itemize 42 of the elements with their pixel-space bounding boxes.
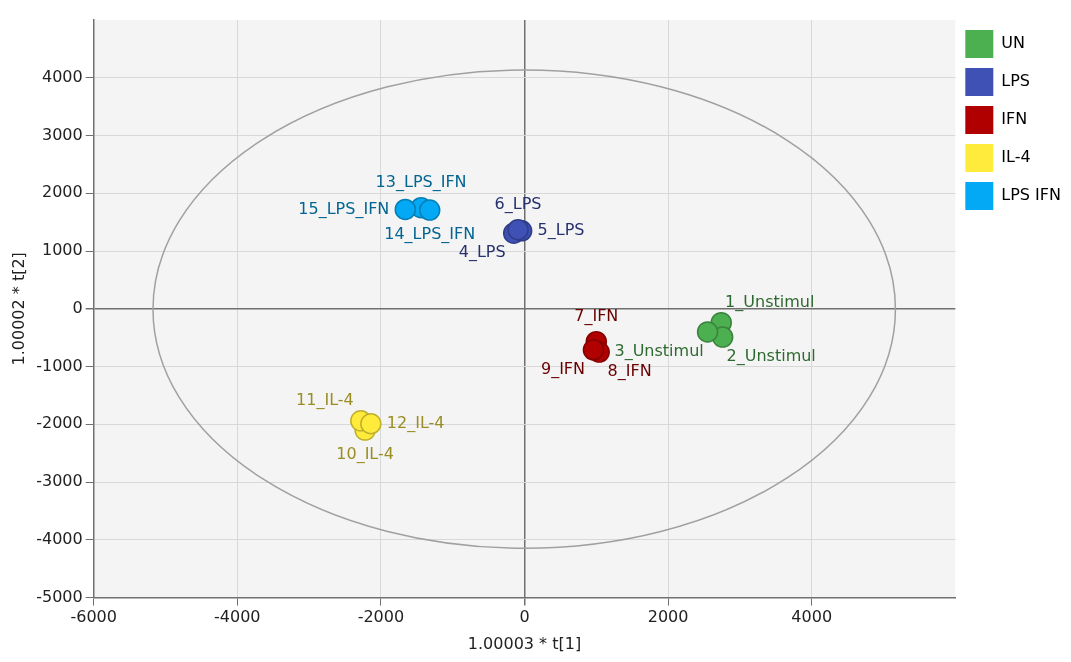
y-tick-label: -5000 bbox=[36, 586, 83, 606]
annotation: 14_LPS_IFN bbox=[384, 224, 476, 245]
legend-label: IL-4 bbox=[1001, 147, 1031, 167]
point bbox=[394, 198, 417, 221]
annotation: 3_Unstimul bbox=[614, 341, 704, 362]
y-tick-label: -2000 bbox=[36, 413, 83, 433]
annotation: 1_Unstimul bbox=[725, 291, 815, 312]
annotation: 11_IL-4 bbox=[296, 390, 354, 411]
x-tick-label: -6000 bbox=[70, 607, 117, 627]
legend-label: UN bbox=[1001, 33, 1025, 53]
annotation: 12_IL-4 bbox=[386, 412, 445, 433]
point bbox=[360, 412, 382, 435]
y-tick-label: -4000 bbox=[36, 529, 83, 548]
y-tick-label: 3000 bbox=[41, 124, 83, 144]
y-tick-label: -3000 bbox=[36, 471, 83, 491]
annotation: 15_LPS_IFN bbox=[298, 198, 390, 219]
x-tick-label: -4000 bbox=[214, 607, 261, 627]
annotation: 8_IFN bbox=[607, 361, 652, 382]
annotation: 5_LPS bbox=[537, 219, 585, 240]
y-axis-title: 1.00002 * t[2] bbox=[8, 252, 28, 366]
x-tick-label: 0 bbox=[519, 607, 530, 627]
y-tick-label: 0 bbox=[72, 297, 83, 317]
point bbox=[582, 339, 605, 361]
x-tick-label: 4000 bbox=[791, 607, 833, 627]
annotation: 4_LPS bbox=[458, 242, 506, 263]
legend-label: LPS bbox=[1001, 71, 1031, 91]
x-tick-label: 2000 bbox=[647, 607, 689, 627]
x-axis-title: 1.00003 * t[1] bbox=[467, 633, 582, 653]
y-tick-label: 2000 bbox=[41, 182, 83, 202]
x-tick-label: -2000 bbox=[357, 607, 405, 627]
annotation: 2_Unstimul bbox=[726, 346, 816, 367]
point bbox=[418, 199, 441, 221]
y-tick-label: 4000 bbox=[41, 66, 83, 86]
annotation: 7_IFN bbox=[574, 305, 619, 326]
legend-label: LPS IFN bbox=[1001, 185, 1062, 205]
y-tick-label: 1000 bbox=[41, 240, 83, 260]
annotation: 9_IFN bbox=[540, 358, 586, 379]
annotation: 13_LPS_IFN bbox=[375, 171, 467, 192]
annotation: 10_IL-4 bbox=[336, 444, 394, 465]
point bbox=[696, 321, 719, 343]
y-tick-label: -1000 bbox=[36, 355, 83, 375]
legend-label: IFN bbox=[1001, 109, 1028, 129]
